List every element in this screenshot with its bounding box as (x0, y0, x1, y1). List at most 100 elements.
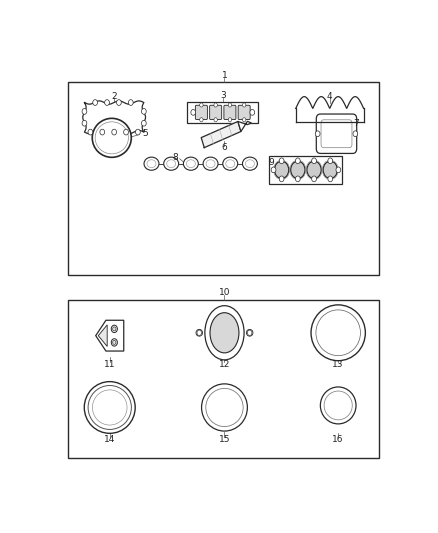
Circle shape (135, 129, 140, 135)
Ellipse shape (324, 391, 352, 420)
Circle shape (312, 176, 316, 182)
Ellipse shape (206, 389, 243, 426)
Circle shape (250, 109, 254, 115)
FancyBboxPatch shape (224, 106, 236, 119)
Ellipse shape (311, 305, 365, 361)
Circle shape (197, 330, 201, 335)
Ellipse shape (184, 157, 198, 170)
Ellipse shape (144, 157, 159, 170)
Ellipse shape (316, 310, 360, 356)
Circle shape (323, 161, 337, 179)
Text: 3: 3 (220, 92, 226, 101)
Circle shape (291, 161, 305, 179)
Ellipse shape (210, 313, 239, 353)
Text: 9: 9 (268, 158, 274, 167)
Circle shape (328, 158, 332, 164)
Text: 2: 2 (111, 92, 117, 101)
Circle shape (296, 158, 300, 164)
Circle shape (128, 100, 133, 106)
Circle shape (93, 100, 98, 106)
Circle shape (124, 129, 128, 135)
Circle shape (88, 129, 93, 135)
Text: 10: 10 (219, 288, 230, 297)
Circle shape (247, 330, 252, 335)
Ellipse shape (245, 160, 254, 168)
Ellipse shape (84, 382, 135, 433)
FancyBboxPatch shape (321, 120, 352, 148)
Ellipse shape (196, 329, 202, 336)
Circle shape (228, 118, 232, 122)
Circle shape (82, 120, 87, 126)
FancyBboxPatch shape (210, 106, 222, 119)
Circle shape (105, 100, 110, 106)
Ellipse shape (226, 160, 235, 168)
Bar (68, 300, 379, 458)
Polygon shape (98, 325, 107, 346)
Circle shape (296, 176, 300, 182)
Ellipse shape (92, 390, 127, 425)
Circle shape (315, 131, 320, 136)
Circle shape (214, 118, 217, 122)
Text: 5: 5 (142, 129, 148, 138)
Ellipse shape (201, 384, 247, 431)
Bar (187, 102, 258, 123)
Ellipse shape (167, 160, 176, 168)
Circle shape (275, 161, 289, 179)
Circle shape (307, 161, 321, 179)
Ellipse shape (187, 160, 195, 168)
Text: 11: 11 (104, 360, 116, 369)
Text: 1: 1 (222, 71, 227, 80)
Bar (68, 83, 379, 276)
Polygon shape (96, 320, 124, 351)
Ellipse shape (95, 122, 128, 154)
Ellipse shape (88, 385, 131, 430)
Circle shape (117, 100, 121, 106)
Ellipse shape (205, 306, 244, 360)
Ellipse shape (223, 157, 238, 170)
Circle shape (336, 167, 341, 173)
Circle shape (111, 339, 117, 346)
Text: 14: 14 (104, 434, 116, 443)
FancyBboxPatch shape (316, 114, 357, 154)
Text: 7: 7 (353, 119, 359, 128)
Ellipse shape (203, 157, 218, 170)
Circle shape (113, 327, 116, 331)
Ellipse shape (247, 329, 253, 336)
Text: 4: 4 (327, 92, 332, 101)
Circle shape (112, 129, 117, 135)
Circle shape (243, 118, 246, 122)
FancyBboxPatch shape (195, 106, 208, 119)
FancyBboxPatch shape (238, 106, 250, 119)
Circle shape (328, 176, 332, 182)
Circle shape (271, 167, 276, 173)
Polygon shape (238, 122, 251, 132)
Circle shape (111, 325, 117, 333)
Circle shape (279, 176, 284, 182)
Ellipse shape (147, 160, 156, 168)
Ellipse shape (243, 157, 258, 170)
Text: 13: 13 (332, 360, 344, 369)
Circle shape (200, 118, 203, 122)
Text: 6: 6 (222, 143, 227, 152)
Ellipse shape (92, 118, 131, 157)
Circle shape (113, 341, 116, 344)
Polygon shape (296, 96, 364, 122)
Polygon shape (201, 122, 241, 148)
Circle shape (243, 103, 246, 107)
Text: 16: 16 (332, 434, 344, 443)
Circle shape (214, 103, 217, 107)
Circle shape (200, 103, 203, 107)
Ellipse shape (164, 157, 179, 170)
Circle shape (312, 158, 316, 164)
Circle shape (82, 109, 87, 114)
Text: 12: 12 (219, 360, 230, 369)
Circle shape (228, 103, 232, 107)
Circle shape (279, 158, 284, 164)
Circle shape (100, 129, 105, 135)
Circle shape (141, 109, 146, 114)
Ellipse shape (206, 160, 215, 168)
Text: 15: 15 (219, 434, 230, 443)
Circle shape (353, 131, 358, 136)
Circle shape (191, 109, 196, 115)
Circle shape (141, 120, 146, 126)
